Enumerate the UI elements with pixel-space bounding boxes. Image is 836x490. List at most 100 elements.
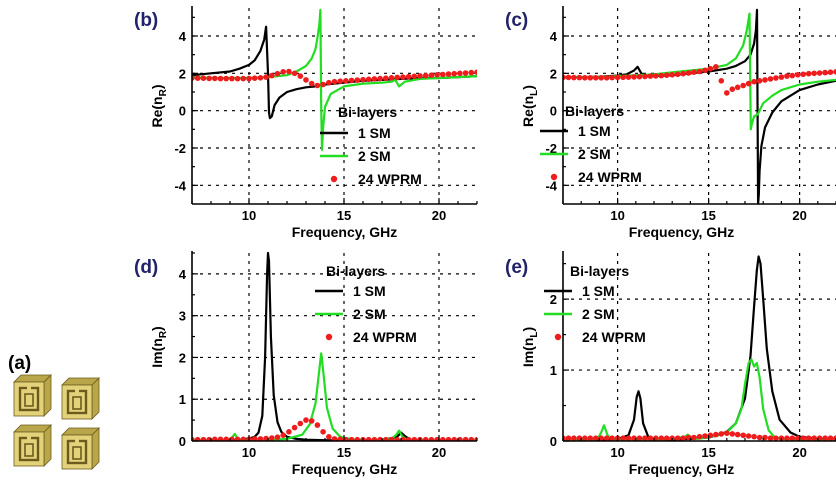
y-tick-label: 3 bbox=[179, 309, 186, 324]
data-point-wprm bbox=[445, 71, 452, 77]
legend-title: Bi-layers bbox=[338, 104, 397, 120]
panel-d-label: (d) bbox=[134, 257, 158, 278]
data-point-wprm bbox=[462, 436, 469, 441]
x-tick-label: 20 bbox=[792, 208, 806, 223]
data-point-wprm bbox=[308, 80, 315, 87]
panel-e: 10 15 20 0 1 2 Frequency, GHz Im(nL) (e) Bi-layer… bbox=[505, 251, 836, 477]
data-point-wprm bbox=[816, 70, 823, 76]
data-point-wprm bbox=[658, 435, 665, 441]
data-point-wprm bbox=[674, 71, 681, 78]
data-point-wprm bbox=[348, 77, 355, 84]
unit-cell-cell-2 bbox=[61, 377, 100, 420]
legend: Bi-layers 1 SM 2 SM 24 WPRM bbox=[540, 103, 642, 185]
legend-title: Bi-layers bbox=[565, 103, 624, 119]
legend-label-sm1: 1 SM bbox=[353, 283, 386, 299]
data-point-wprm bbox=[740, 432, 746, 439]
y-axis-title: Im(nL) bbox=[520, 327, 540, 367]
data-point-wprm bbox=[377, 75, 383, 82]
data-point-wprm bbox=[297, 73, 304, 79]
legend: Bi-layers 1 SM 2 SM 24 WPRM bbox=[320, 104, 422, 187]
data-point-wprm bbox=[647, 73, 654, 79]
data-point-wprm bbox=[691, 69, 697, 75]
data-point-wprm bbox=[474, 69, 477, 75]
data-point-wprm bbox=[636, 73, 643, 80]
x-tick-label: 20 bbox=[432, 445, 446, 460]
x-axis-title: Frequency, GHz bbox=[292, 461, 398, 477]
data-point-wprm bbox=[805, 435, 812, 441]
data-point-wprm bbox=[778, 74, 785, 80]
data-point-wprm bbox=[422, 72, 429, 79]
data-point-wprm bbox=[240, 436, 247, 441]
data-point-wprm bbox=[354, 77, 361, 83]
data-point-wprm bbox=[251, 75, 258, 81]
data-point-wprm bbox=[400, 74, 406, 80]
data-point-wprm bbox=[326, 434, 332, 440]
legend-label-sm1: 1 SM bbox=[578, 123, 611, 139]
legend-label-sm1: 1 SM bbox=[582, 283, 615, 299]
y-tick-label: 2 bbox=[550, 66, 557, 81]
cell-top bbox=[61, 427, 100, 436]
data-point-wprm bbox=[811, 70, 817, 77]
series-group bbox=[192, 8, 477, 151]
data-point-wprm bbox=[194, 436, 201, 441]
data-point-wprm bbox=[291, 424, 298, 431]
data-point-wprm bbox=[827, 435, 834, 441]
data-point-wprm bbox=[571, 74, 577, 81]
series-group bbox=[563, 8, 836, 204]
data-point-wprm bbox=[428, 72, 435, 78]
data-point-wprm bbox=[411, 436, 418, 441]
data-point-wprm bbox=[718, 78, 725, 84]
cell-top bbox=[13, 424, 52, 433]
data-point-wprm bbox=[274, 434, 281, 441]
data-point-wprm bbox=[713, 64, 719, 70]
data-point-wprm bbox=[587, 75, 594, 81]
data-point-wprm bbox=[286, 68, 292, 75]
data-point-wprm bbox=[320, 81, 326, 88]
y-tick-label: -2 bbox=[174, 141, 186, 156]
y-tick-label: 2 bbox=[550, 292, 557, 307]
data-point-wprm bbox=[411, 73, 418, 80]
legend: Bi-layers 1 SM 2 SM 24 WPRM bbox=[544, 263, 646, 345]
data-point-wprm bbox=[297, 420, 304, 427]
data-point-wprm bbox=[394, 74, 401, 81]
axes: 10 15 20 0 1 2 3 4 bbox=[179, 251, 478, 460]
data-point-wprm bbox=[751, 78, 757, 85]
panel-e-label: (e) bbox=[505, 257, 528, 278]
data-point-wprm bbox=[773, 435, 779, 441]
data-point-wprm bbox=[827, 69, 834, 75]
data-point-wprm bbox=[642, 435, 648, 441]
data-point-wprm bbox=[653, 73, 659, 79]
y-tick-label: 2 bbox=[179, 350, 186, 365]
x-axis-title: Frequency, GHz bbox=[629, 224, 735, 240]
panel-d: 10 15 20 0 1 2 3 4 Frequency, GHz Im(nR) (d) Bi-lay… bbox=[134, 251, 478, 477]
data-point-wprm bbox=[303, 77, 309, 83]
data-point-wprm bbox=[674, 435, 681, 441]
y-tick-label: 4 bbox=[179, 29, 187, 44]
y-tick-label: 4 bbox=[179, 267, 187, 282]
data-point-wprm bbox=[784, 73, 790, 79]
data-point-wprm bbox=[800, 435, 806, 441]
data-point-wprm bbox=[434, 72, 440, 78]
data-point-wprm bbox=[206, 75, 212, 82]
data-point-wprm bbox=[603, 75, 610, 81]
data-point-wprm bbox=[212, 436, 218, 441]
y-axis-title: Re(nL) bbox=[520, 85, 540, 127]
x-tick-label: 15 bbox=[337, 445, 351, 460]
data-point-wprm bbox=[811, 435, 817, 441]
data-point-wprm bbox=[348, 436, 355, 441]
legend-swatch-wprm bbox=[330, 175, 338, 183]
data-point-wprm bbox=[685, 70, 692, 76]
unit-cell-cell-3 bbox=[13, 424, 52, 467]
data-point-wprm bbox=[286, 429, 292, 435]
legend-swatch-wprm bbox=[550, 173, 558, 181]
data-point-wprm bbox=[462, 70, 469, 76]
series-line-sm2 bbox=[192, 352, 477, 441]
unit-cell-cell-1 bbox=[13, 374, 52, 417]
data-point-wprm bbox=[240, 75, 247, 82]
data-point-wprm bbox=[663, 72, 670, 78]
data-point-wprm bbox=[303, 417, 309, 423]
data-point-wprm bbox=[451, 70, 458, 77]
legend-label-sm2: 2 SM bbox=[358, 148, 391, 164]
data-point-wprm bbox=[269, 435, 275, 441]
data-point-wprm bbox=[702, 67, 708, 74]
